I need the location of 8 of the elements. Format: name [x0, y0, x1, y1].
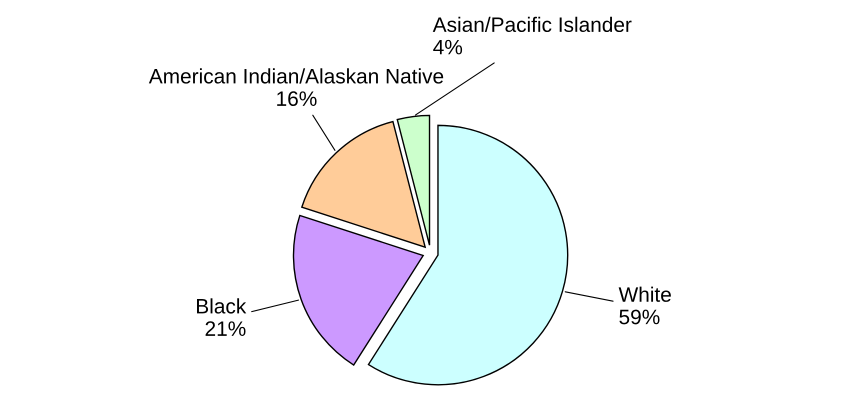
data-label: 4%: [433, 40, 462, 54]
slice-label: American Indian/Alaskan Native: [148, 68, 444, 84]
slice-label: White: [618, 286, 671, 302]
data-label: 59%: [619, 310, 660, 324]
data-label: 21%: [206, 321, 246, 336]
data-label: 16%: [277, 91, 317, 106]
slice-label: Asian/Pacific Islander: [432, 16, 632, 32]
slice-label: Black: [197, 298, 246, 314]
